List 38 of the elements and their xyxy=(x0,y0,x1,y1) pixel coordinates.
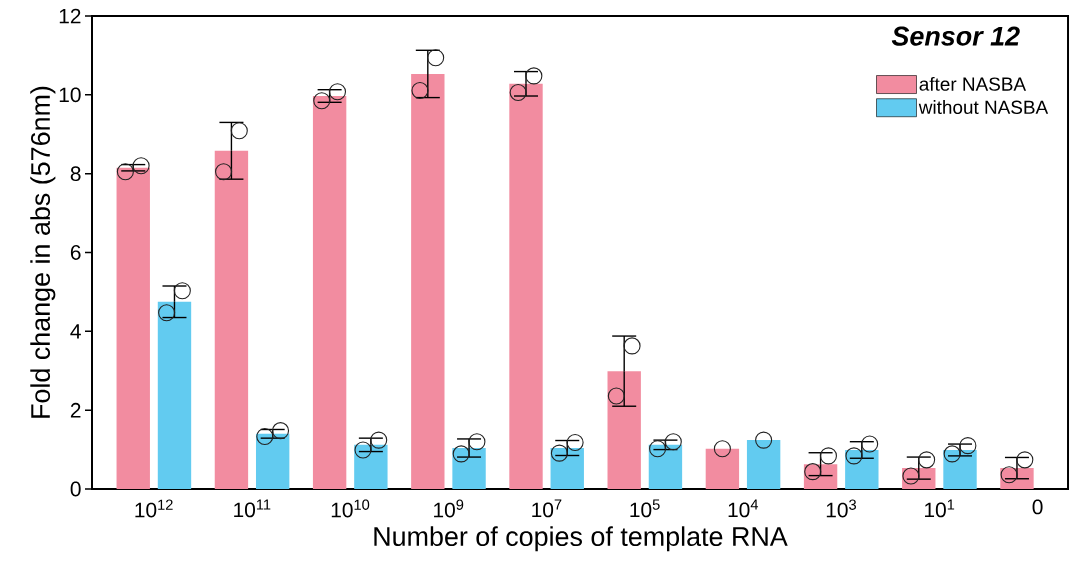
x-tick-label: 10$^{11}$ xyxy=(234,499,271,518)
y-tick-label: 12 xyxy=(59,8,81,24)
x-tick-label: 10$^{10}$ xyxy=(331,499,370,518)
y-tick-label: 0 xyxy=(70,481,81,497)
legend-label: without NASBA xyxy=(918,100,1049,115)
y-tick-label: 10 xyxy=(59,87,81,103)
bar xyxy=(845,449,879,489)
bar xyxy=(746,440,781,489)
legend-label: after NASBA xyxy=(919,76,1027,91)
x-tick-label: 10$^{3}$ xyxy=(826,499,857,518)
bar xyxy=(550,448,584,489)
y-tick-label: 6 xyxy=(70,245,81,260)
x-tick-label: 10$^{5}$ xyxy=(630,499,660,518)
y-tick-label: 8 xyxy=(70,166,81,182)
x-tick-label: 10$^{4}$ xyxy=(728,499,759,518)
x-tick-label: 10$^{7}$ xyxy=(532,499,562,518)
bar xyxy=(312,96,347,489)
bar xyxy=(705,448,740,489)
bar xyxy=(648,444,683,489)
x-tick-label: 10$^{9}$ xyxy=(434,499,464,518)
y-tick-label: 2 xyxy=(70,402,81,418)
bar xyxy=(509,83,543,489)
x-tick-label: 10$^{1}$ xyxy=(925,499,955,518)
bar xyxy=(255,433,290,489)
bar xyxy=(214,150,249,489)
bar xyxy=(116,167,150,489)
bar xyxy=(452,448,486,489)
bar xyxy=(411,73,445,489)
x-tick-label: 10$^{12}$ xyxy=(135,499,173,518)
x-axis-title: Number of copies of template RNA xyxy=(374,526,788,552)
y-tick-label: 4 xyxy=(70,324,81,339)
x-tick-label: 0 xyxy=(1032,499,1043,515)
bar xyxy=(607,371,641,489)
bar xyxy=(943,449,977,489)
legend-title: Sensor 12 xyxy=(891,26,1020,46)
y-axis-title: Fold change in abs (576nm) xyxy=(30,86,56,418)
bar xyxy=(157,301,192,489)
bar xyxy=(354,444,388,489)
